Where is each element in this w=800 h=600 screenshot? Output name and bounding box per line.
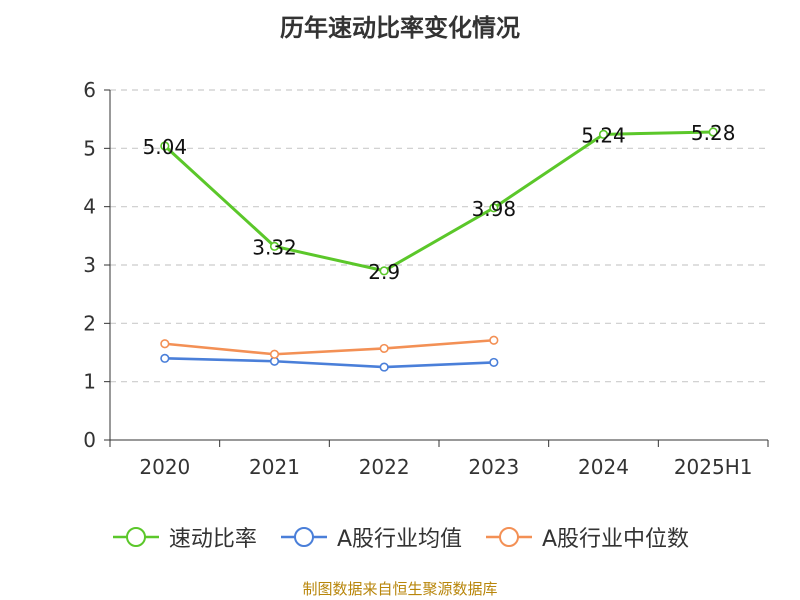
legend: 速动比率 A股行业均值 A股行业中位数 (0, 520, 800, 554)
y-tick-label: 3 (83, 253, 96, 277)
legend-label: 速动比率 (168, 527, 257, 552)
legend-item[interactable]: A股行业均值 (279, 521, 462, 553)
data-labels: 5.04 3.32 2.9 3.98 5.24 5.28 (143, 121, 736, 284)
data-point (379, 266, 389, 276)
data-point (160, 339, 170, 349)
legend-marker-icon (486, 527, 532, 547)
chart-title: 历年速动比率变化情况 (280, 14, 520, 42)
x-tick-label: 2023 (468, 455, 519, 479)
data-point (598, 129, 609, 139)
x-tick-label: 2020 (139, 455, 190, 479)
data-point (489, 335, 499, 345)
series-lines (160, 127, 718, 372)
y-tick-label: 0 (83, 428, 96, 452)
x-tick-label: 2024 (578, 455, 629, 479)
x-tick-label: 2021 (249, 455, 300, 479)
legend-label: A股行业中位数 (542, 527, 690, 552)
data-label: 3.98 (472, 197, 517, 221)
data-point (160, 353, 170, 363)
data-label: 5.28 (691, 121, 736, 145)
data-point (160, 141, 170, 151)
legend-item[interactable]: A股行业中位数 (484, 521, 689, 553)
data-label: 5.04 (143, 135, 188, 159)
data-point (708, 127, 718, 137)
series-line (164, 357, 494, 369)
data-point (379, 343, 389, 354)
data-point (379, 362, 389, 372)
data-label: 3.32 (252, 235, 297, 259)
axes: 0 1 2 3 4 5 6 2020 2021 2022 2023 2024 2025H1 (83, 78, 769, 479)
legend-label: A股行业均值 (336, 527, 462, 552)
legend-marker-icon (280, 527, 327, 547)
data-label: 5.24 (581, 123, 626, 147)
data-point (489, 357, 499, 368)
x-tick-label: 2022 (359, 455, 410, 479)
series-line (164, 338, 494, 356)
source-footer: 制图数据来自恒生聚源数据库 (302, 580, 498, 598)
y-tick-label: 5 (83, 136, 96, 160)
data-label: 2.9 (368, 260, 400, 284)
legend-item[interactable]: 速动比率 (111, 521, 257, 553)
y-tick-label: 4 (83, 195, 96, 219)
data-point (269, 241, 280, 251)
data-point (269, 349, 280, 359)
y-tick-label: 2 (83, 311, 96, 335)
series-line (163, 130, 714, 273)
y-tick-label: 6 (83, 78, 96, 102)
legend-marker-icon (112, 527, 159, 547)
y-tick-label: 1 (83, 370, 96, 394)
data-point (489, 203, 499, 213)
x-tick-label: 2025H1 (674, 455, 753, 479)
